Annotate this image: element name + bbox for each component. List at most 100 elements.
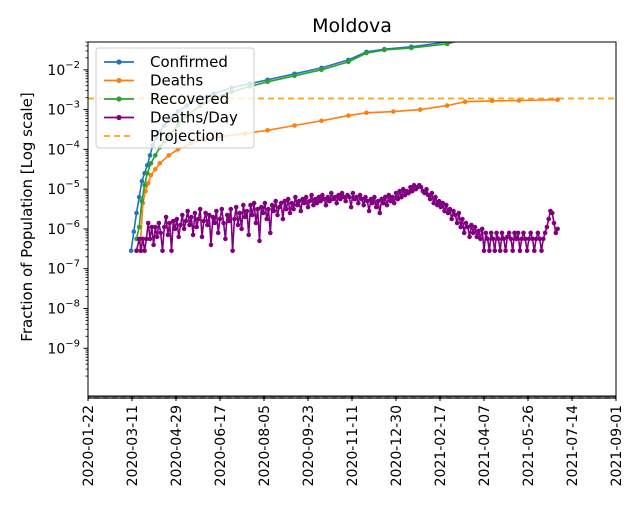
data-point [354,194,359,200]
data-point [329,190,334,196]
data-point [411,182,417,188]
data-point [233,204,239,210]
data-point [147,153,153,158]
data-point [440,200,446,206]
data-point [303,194,309,200]
data-point [153,153,158,158]
data-point [533,236,539,242]
data-point [551,220,557,226]
data-point [172,226,178,232]
data-point [379,196,384,202]
x-tick-label: 2020-01-22 [81,405,97,486]
data-point [325,194,331,200]
data-point [300,196,305,202]
data-point [212,220,217,226]
data-point [489,98,495,104]
legend-marker [116,96,122,102]
data-point [314,200,320,206]
data-point [474,234,480,240]
data-point [532,248,537,254]
x-tick-label: 2020-06-17 [213,405,229,486]
data-point [503,248,508,254]
data-point [136,224,142,230]
data-point [145,180,151,186]
data-point [481,248,487,254]
data-point [185,208,190,214]
data-point [348,204,354,210]
data-point [319,118,324,124]
data-point [496,236,501,242]
data-point [269,202,275,208]
x-tick-label: 2020-03-11 [125,405,141,486]
data-point [530,236,535,242]
data-point [199,234,205,240]
data-point [541,236,546,242]
data-point [210,214,216,220]
data-point [305,204,311,210]
data-point [217,216,223,222]
data-point [128,248,134,254]
x-tick-label: 2020-04-29 [169,405,185,486]
data-point [321,196,327,202]
data-point [365,198,370,204]
y-tick-label: 10−7 [47,259,80,278]
data-point [162,224,167,230]
data-point [183,218,189,224]
data-point [487,248,492,254]
data-point [346,59,351,65]
data-point [384,202,390,208]
data-point [190,232,196,238]
data-point [239,226,244,232]
data-point [516,98,522,103]
data-point [364,50,369,56]
legend-marker [116,114,122,121]
data-point [219,206,225,212]
data-point [208,242,214,248]
data-point [512,230,517,236]
data-point [287,210,293,216]
data-point [147,236,153,242]
data-point [203,210,208,216]
data-point [320,192,325,198]
data-point [422,190,428,196]
data-point [307,198,313,204]
data-point [156,220,162,226]
data-point [490,36,495,41]
data-point [373,204,379,210]
data-point [510,248,515,254]
data-point [479,226,485,232]
data-point [250,212,255,218]
data-point [257,238,262,244]
data-point [246,232,251,238]
data-point [334,200,340,206]
legend-label: Projection [150,127,224,145]
data-point [375,198,381,204]
data-point [271,208,277,214]
data-point [382,194,388,200]
data-point [417,107,423,112]
data-point [153,224,158,230]
data-point [148,161,154,166]
data-point [268,230,273,236]
data-point [145,163,150,168]
data-point [134,210,139,216]
data-point [278,200,284,206]
data-point [194,224,199,230]
data-point [248,202,253,208]
data-point [463,37,468,42]
data-point [280,216,286,222]
data-point [366,208,372,214]
data-point [149,224,155,230]
data-point [429,190,435,196]
data-point [260,210,266,216]
data-point [359,196,365,202]
data-point [232,216,237,222]
data-point [197,206,203,212]
data-point [165,232,171,238]
data-point [377,210,383,216]
x-tick-label: 2021-04-07 [477,405,493,486]
data-point [497,248,503,254]
data-point [535,230,541,236]
legend-entry: Confirmed [104,53,228,71]
data-point [265,79,270,85]
